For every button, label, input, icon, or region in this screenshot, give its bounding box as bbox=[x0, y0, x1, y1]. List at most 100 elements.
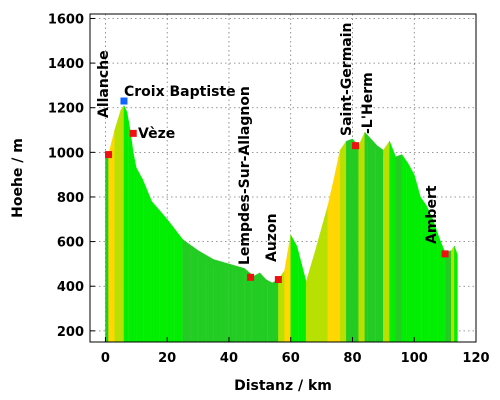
profile-slice bbox=[455, 250, 458, 343]
profile-slice bbox=[390, 145, 393, 343]
town-marker bbox=[129, 129, 137, 137]
profile-slice bbox=[284, 261, 287, 343]
profile-slice bbox=[349, 139, 352, 343]
profile-slice bbox=[168, 220, 171, 343]
town-marker bbox=[352, 142, 360, 150]
profile-slice bbox=[210, 257, 213, 343]
profile-slice bbox=[163, 215, 166, 343]
profile-slice bbox=[446, 251, 449, 343]
profile-slice bbox=[336, 157, 339, 343]
profile-slice bbox=[293, 239, 296, 343]
profile-slice bbox=[133, 152, 135, 343]
profile-slice bbox=[315, 244, 318, 343]
profile-slice bbox=[299, 257, 302, 343]
profile-slice bbox=[238, 266, 240, 343]
profile-slice bbox=[401, 153, 404, 343]
profile-slice bbox=[454, 245, 457, 343]
profile-slice bbox=[414, 174, 416, 343]
profile-slice bbox=[378, 146, 381, 343]
profile-slice bbox=[278, 276, 281, 343]
plot-frame bbox=[89, 13, 477, 343]
y-axis-label: Hoehe / m bbox=[10, 138, 26, 218]
profile-slice bbox=[222, 261, 225, 343]
profile-slice bbox=[356, 143, 359, 343]
profile-slice bbox=[221, 261, 223, 343]
profile-slice bbox=[406, 160, 409, 343]
profile-slice bbox=[108, 148, 111, 343]
y-tick-label: 1400 bbox=[48, 57, 84, 72]
profile-slice bbox=[111, 136, 114, 343]
profile-slice bbox=[255, 274, 257, 343]
profile-slice bbox=[313, 250, 316, 343]
profile-slice bbox=[190, 244, 193, 343]
profile-slice bbox=[230, 264, 233, 343]
profile-slice bbox=[287, 243, 290, 343]
waypoint-markers bbox=[105, 97, 449, 284]
profile-slice bbox=[451, 247, 454, 343]
waypoint-label: Croix Baptiste bbox=[124, 84, 236, 100]
profile-slice bbox=[162, 213, 165, 343]
profile-slice bbox=[253, 275, 256, 343]
profile-slice bbox=[248, 271, 251, 343]
profile-slice bbox=[347, 139, 350, 343]
profile-slice bbox=[375, 143, 378, 343]
profile-slice bbox=[170, 222, 173, 343]
profile-slice bbox=[329, 192, 332, 343]
profile-slice bbox=[305, 276, 308, 343]
profile-slice bbox=[369, 136, 372, 343]
x-tick-label: 0 bbox=[101, 351, 110, 366]
profile-slice bbox=[200, 251, 203, 343]
profile-slice bbox=[264, 277, 267, 343]
profile-slice bbox=[341, 145, 344, 343]
profile-slice bbox=[125, 108, 128, 343]
profile-slice bbox=[276, 279, 279, 343]
profile-slice bbox=[122, 104, 125, 343]
profile-slice bbox=[338, 150, 341, 343]
profile-slice bbox=[310, 260, 313, 343]
profile-slice bbox=[131, 141, 134, 343]
profile-slice bbox=[224, 262, 227, 343]
profile-slice bbox=[197, 250, 200, 343]
profile-slice bbox=[106, 154, 109, 343]
profile-slice bbox=[179, 234, 182, 343]
x-tick-label: 120 bbox=[462, 351, 489, 366]
profile-slice bbox=[114, 124, 117, 343]
profile-slice bbox=[335, 164, 338, 343]
waypoint-label: Vèze bbox=[138, 126, 175, 142]
profile-slice bbox=[307, 271, 310, 343]
profile-slice bbox=[262, 275, 265, 343]
profile-slice bbox=[244, 267, 247, 343]
profile-slice bbox=[400, 154, 403, 343]
profile-slice bbox=[372, 140, 375, 343]
x-tick-label: 20 bbox=[158, 351, 176, 366]
profile-slice bbox=[128, 121, 131, 343]
profile-slice bbox=[318, 233, 321, 343]
profile-slice bbox=[166, 218, 169, 343]
profile-slice bbox=[279, 274, 282, 343]
waypoint-label: Ambert bbox=[424, 185, 440, 244]
profile-slice bbox=[183, 240, 186, 343]
profile-slice bbox=[217, 260, 220, 343]
profile-slice bbox=[312, 255, 315, 343]
waypoint-label: -L'Herm bbox=[360, 72, 376, 134]
profile-slice bbox=[386, 142, 389, 343]
profile-slice bbox=[207, 255, 210, 343]
waypoint-label: Lempdes-Sur-Allagnon bbox=[237, 86, 253, 265]
profile-slice bbox=[309, 266, 311, 343]
profile-slice bbox=[208, 256, 211, 343]
x-tick-label: 100 bbox=[401, 351, 428, 366]
profile-slice bbox=[202, 252, 205, 343]
profile-slice bbox=[392, 148, 395, 343]
profile-slice bbox=[316, 239, 319, 343]
profile-slice bbox=[418, 191, 421, 343]
waypoint-label: Allanche bbox=[96, 50, 112, 118]
profile-slice bbox=[444, 251, 447, 343]
profile-slice bbox=[251, 274, 254, 343]
profile-slice bbox=[397, 155, 399, 343]
profile-slice bbox=[384, 145, 387, 343]
profile-slice bbox=[441, 244, 444, 343]
profile-slice bbox=[324, 211, 327, 343]
town-marker bbox=[105, 151, 113, 159]
profile-slice bbox=[185, 241, 188, 343]
profile-slice bbox=[281, 272, 284, 343]
